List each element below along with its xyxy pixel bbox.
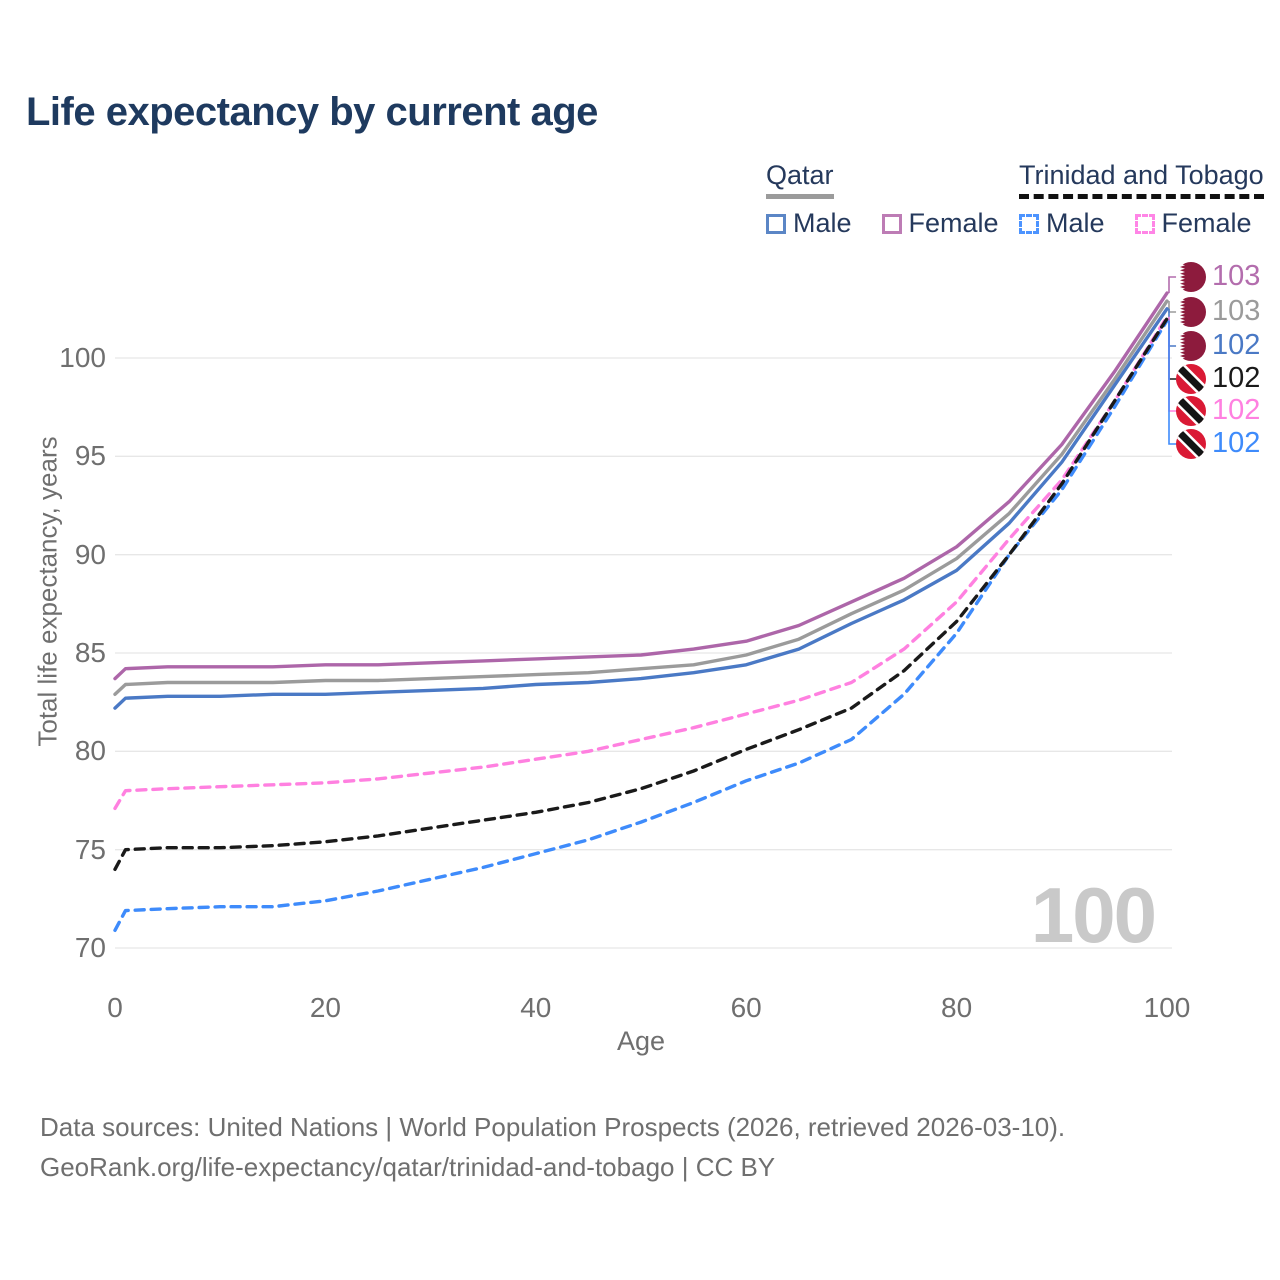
trinidad-flag-icon xyxy=(1176,364,1206,394)
leader-line xyxy=(1168,320,1177,445)
legend-header-qatar: Qatar xyxy=(766,160,834,199)
x-tick-label: 60 xyxy=(730,992,762,1023)
x-tick-label: 100 xyxy=(1143,992,1191,1023)
y-tick-label: 90 xyxy=(74,538,106,570)
x-axis-title: Age xyxy=(616,1026,666,1056)
leader-line xyxy=(1168,301,1177,313)
y-tick-label: 85 xyxy=(74,637,106,668)
watermark-100: 100 xyxy=(1030,871,1157,959)
end-value-label: 102 xyxy=(1212,427,1261,459)
series-line-qatar-male[interactable] xyxy=(113,307,1169,710)
end-value-label: 102 xyxy=(1212,329,1261,361)
x-tick-label: 0 xyxy=(107,992,123,1023)
qatar-male-swatch-icon xyxy=(766,213,786,234)
y-tick-label: 95 xyxy=(74,440,106,472)
series-line-trinidad-and-tobago-male[interactable] xyxy=(113,318,1169,932)
legend-label: Male xyxy=(1046,208,1105,238)
qatar-female-swatch-icon xyxy=(881,213,902,234)
x-tick-label: 20 xyxy=(309,992,341,1023)
series-line-trinidad-and-tobago-both-sexes[interactable] xyxy=(113,317,1169,871)
x-tick-label: 40 xyxy=(520,992,552,1023)
trinidad-female-swatch-icon xyxy=(1134,213,1155,234)
leader-line xyxy=(1168,276,1177,294)
legend-group-trinidad: Trinidad and Tobago Male Female xyxy=(1019,160,1274,239)
legend-item-trinidad-female[interactable]: Female xyxy=(1134,208,1252,239)
end-value-label: 102 xyxy=(1212,394,1261,426)
y-tick-label: 80 xyxy=(74,735,106,767)
leader-lines xyxy=(1168,276,1177,445)
leader-line xyxy=(1168,316,1177,412)
trinidad-flag-icon xyxy=(1176,396,1206,426)
series-lines xyxy=(113,291,1169,932)
x-tick-label: 80 xyxy=(941,992,973,1023)
legend-label: Female xyxy=(1161,208,1252,238)
gridlines xyxy=(115,357,1172,949)
qatar-flag-icon xyxy=(1176,262,1206,292)
legend-group-qatar: Qatar Male Female xyxy=(766,160,1021,239)
page-title: Life expectancy by current age xyxy=(26,90,598,134)
y-tick-label: 75 xyxy=(74,833,106,865)
footer-url-line[interactable]: GeoRank.org/life-expectancy/qatar/trinid… xyxy=(40,1152,776,1182)
legend-label: Female xyxy=(908,208,999,238)
qatar-flag-icon xyxy=(1176,297,1206,327)
y-tick-label: 70 xyxy=(74,932,106,963)
leader-line xyxy=(1168,308,1177,347)
series-line-trinidad-and-tobago-female[interactable] xyxy=(113,315,1169,811)
end-value-label: 103 xyxy=(1212,295,1261,327)
y-tick-label: 100 xyxy=(59,342,106,373)
leader-line xyxy=(1168,318,1177,380)
end-value-label: 103 xyxy=(1212,260,1261,292)
legend-label: Male xyxy=(793,208,852,238)
legend-item-qatar-female[interactable]: Female xyxy=(881,208,999,239)
qatar-flag-icon xyxy=(1176,331,1206,361)
series-line-qatar-female[interactable] xyxy=(113,291,1169,681)
footer-source-line: Data sources: United Nations | World Pop… xyxy=(40,1112,1066,1142)
flag-icons xyxy=(1176,262,1206,459)
end-value-label: 102 xyxy=(1212,362,1261,394)
trinidad-flag-icon xyxy=(1176,429,1206,459)
series-line-qatar-both-sexes[interactable] xyxy=(113,299,1169,696)
legend-item-qatar-male[interactable]: Male xyxy=(766,208,852,239)
legend-header-trinidad: Trinidad and Tobago xyxy=(1019,160,1264,199)
trinidad-male-swatch-icon xyxy=(1019,213,1039,234)
legend-item-trinidad-male[interactable]: Male xyxy=(1019,208,1105,239)
footer: Data sources: United Nations | World Pop… xyxy=(40,1107,1065,1187)
